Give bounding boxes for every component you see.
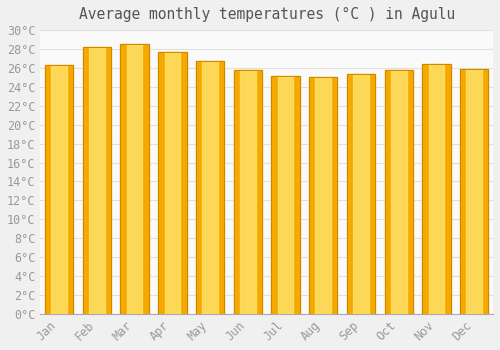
Bar xyxy=(466,69,482,314)
Bar xyxy=(240,70,256,314)
Bar xyxy=(272,76,299,314)
Bar xyxy=(52,65,67,314)
Bar xyxy=(460,69,488,314)
Bar xyxy=(309,77,338,314)
Bar xyxy=(460,69,488,314)
Bar xyxy=(120,44,149,314)
Bar xyxy=(196,61,224,314)
Bar xyxy=(164,52,180,314)
Bar xyxy=(83,47,111,314)
Bar xyxy=(158,52,186,314)
Bar xyxy=(391,70,406,314)
Bar xyxy=(347,74,375,314)
Bar xyxy=(347,74,375,314)
Bar xyxy=(384,70,413,314)
Bar xyxy=(422,64,450,314)
Bar xyxy=(353,74,369,314)
Bar xyxy=(89,47,104,314)
Bar xyxy=(83,47,111,314)
Bar xyxy=(120,44,149,314)
Title: Average monthly temperatures (°C ) in Agulu: Average monthly temperatures (°C ) in Ag… xyxy=(78,7,455,22)
Bar xyxy=(309,77,338,314)
Bar xyxy=(316,77,331,314)
Bar xyxy=(272,76,299,314)
Bar xyxy=(45,65,74,314)
Bar xyxy=(234,70,262,314)
Bar xyxy=(202,61,218,314)
Bar xyxy=(422,64,450,314)
Bar xyxy=(384,70,413,314)
Bar xyxy=(45,65,74,314)
Bar xyxy=(158,52,186,314)
Bar xyxy=(234,70,262,314)
Bar xyxy=(196,61,224,314)
Bar xyxy=(428,64,444,314)
Bar xyxy=(127,44,142,314)
Bar xyxy=(278,76,293,314)
